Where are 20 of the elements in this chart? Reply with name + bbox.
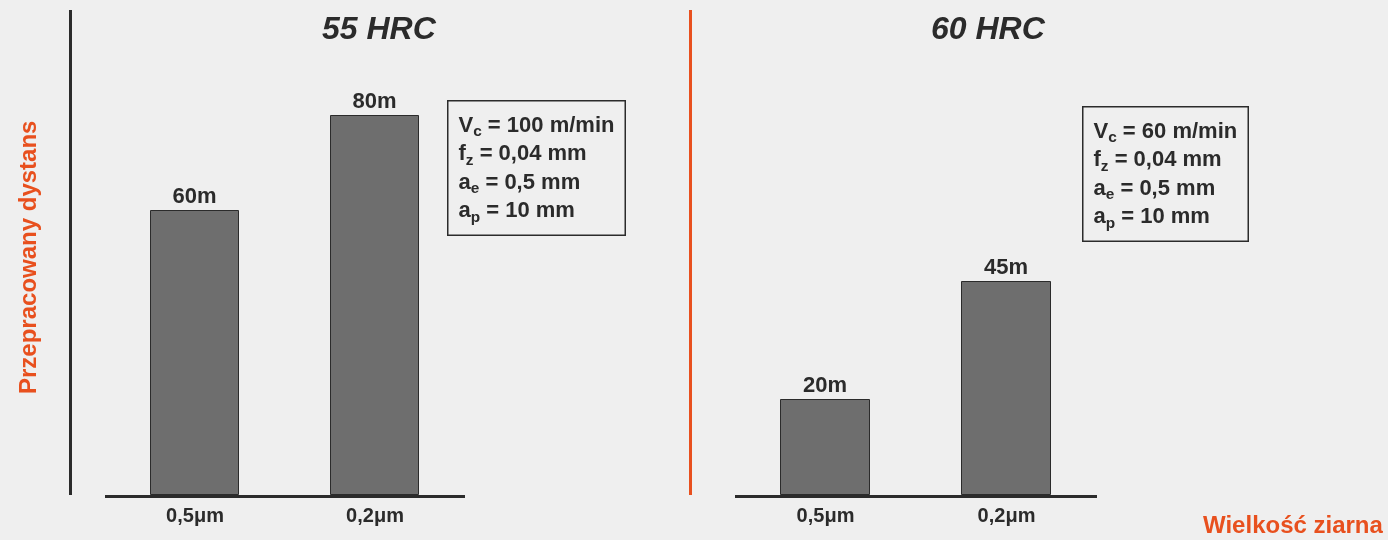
annotation: V$_{c}$ = 100 m/min: [458, 111, 615, 140]
x-axis-title: Wielkość ziarna: [1203, 511, 1384, 538]
data-label: 20m: [802, 371, 848, 397]
annotation: a$_{e}$ = 0,5 mm: [458, 168, 581, 197]
x-tick-label: 0,5μm: [796, 504, 855, 526]
data-label: 45m: [983, 253, 1029, 279]
chart-title: 60 HRC: [931, 10, 1046, 46]
data-label: 60m: [172, 182, 217, 208]
y-axis-title: Przepracowany dystans: [14, 120, 41, 394]
text: f$_{z}$ = 0,04 mm: [1093, 146, 1222, 174]
text: a$_{p}$ = 10 mm: [1093, 203, 1210, 231]
x-tick-label: 0,2μm: [346, 504, 404, 526]
x-tick-label: 0,5μm: [166, 504, 224, 526]
text: a$_{e}$ = 0,5 mm: [1093, 174, 1216, 203]
data-label: 80m: [352, 87, 397, 113]
annotation: a$_{p}$ = 10 mm: [458, 197, 575, 225]
chart-title: 55 HRC: [322, 10, 437, 46]
annotation: f$_{z}$ = 0,04 mm: [458, 140, 587, 168]
text: V$_{c}$ = 60 m/min: [1093, 117, 1238, 146]
x-tick-label: 0,2μm: [977, 504, 1036, 526]
